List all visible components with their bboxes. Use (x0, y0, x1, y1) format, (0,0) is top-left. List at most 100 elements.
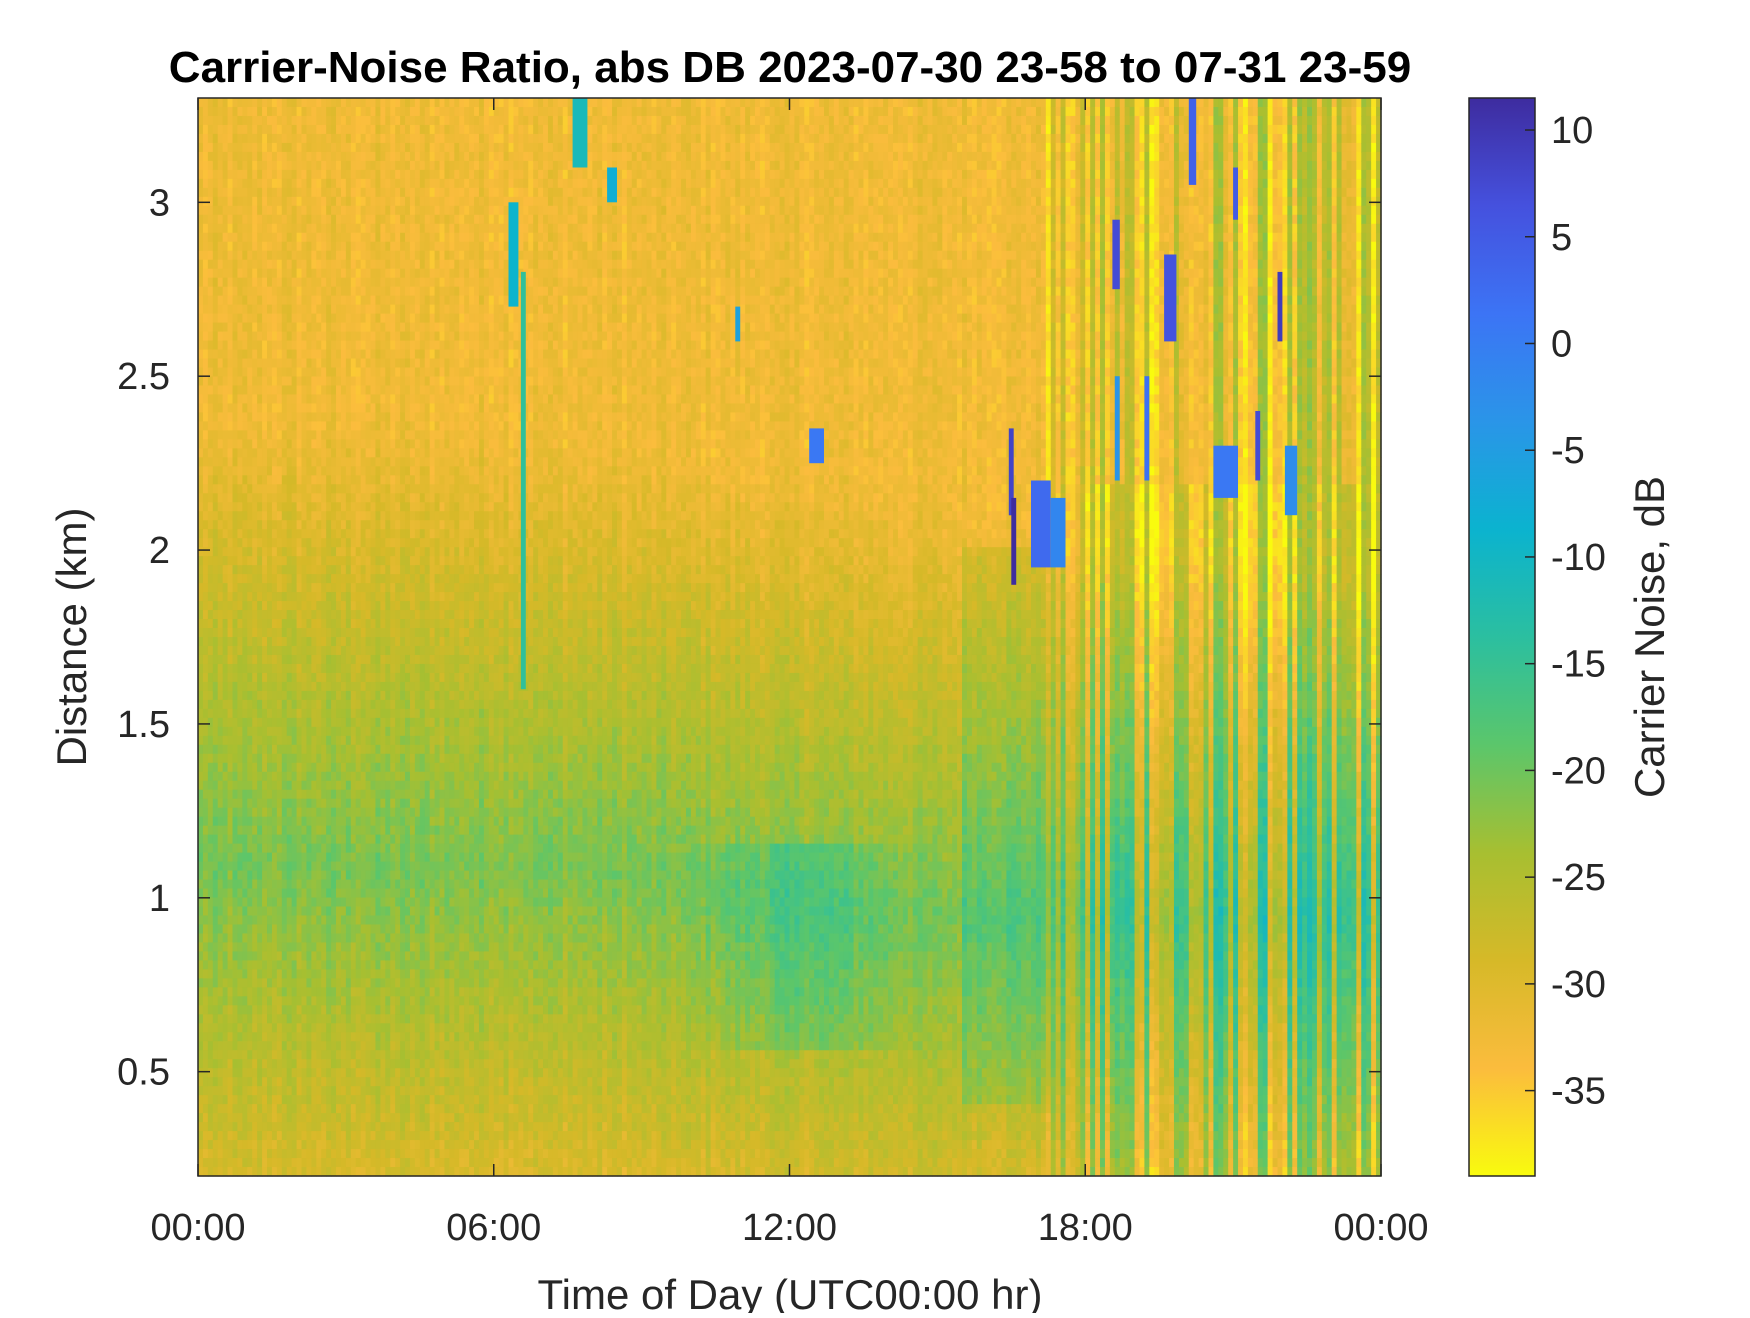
heatmap-cell (198, 762, 204, 773)
heatmap-cell (321, 331, 327, 342)
heatmap-cell (281, 681, 288, 692)
heatmap-cell (252, 259, 258, 270)
heatmap-cell (316, 834, 322, 845)
heatmap-cell (202, 924, 209, 935)
heatmap-cell (395, 313, 401, 324)
heatmap-cell (336, 493, 342, 503)
heatmap-cell (380, 619, 386, 629)
heatmap-cell (311, 403, 317, 414)
heatmap-cell (365, 331, 372, 342)
heatmap-cell (276, 735, 283, 746)
heatmap-cell (345, 277, 352, 288)
heatmap-cell (306, 996, 312, 1006)
heatmap-cell (345, 160, 352, 171)
heatmap-cell (331, 583, 337, 593)
heatmap-cell (252, 565, 258, 575)
heatmap-cell (281, 753, 288, 764)
heatmap-cell (316, 205, 322, 216)
heatmap-cell (296, 286, 303, 297)
heatmap-cell (340, 448, 347, 458)
heatmap-cell (360, 996, 367, 1006)
heatmap-cell (345, 151, 352, 162)
heatmap-cell (400, 708, 406, 719)
heatmap-cell (291, 1059, 298, 1069)
heatmap-cell (385, 214, 391, 225)
heatmap-cell (291, 574, 298, 584)
heatmap-cell (262, 277, 268, 288)
heatmap-cell (232, 286, 239, 297)
heatmap-cell (380, 520, 386, 530)
heatmap-cell (360, 906, 367, 917)
heatmap-cell (291, 511, 298, 521)
heatmap-cell (217, 592, 224, 602)
heatmap-cell (276, 565, 283, 575)
heatmap-cell (331, 331, 337, 342)
heatmap-cell (400, 178, 406, 189)
heatmap-cell (281, 259, 288, 270)
heatmap-cell (267, 978, 273, 988)
heatmap-cell (267, 735, 273, 746)
heatmap-cell (395, 610, 401, 620)
heatmap-cell (395, 951, 401, 961)
heatmap-cell (296, 376, 303, 387)
heatmap-cell (345, 196, 352, 207)
heatmap-cell (380, 762, 386, 773)
heatmap-cell (400, 645, 406, 656)
heatmap-cell (262, 475, 268, 485)
heatmap-cell (291, 1104, 298, 1114)
heatmap-cell (267, 1140, 273, 1150)
heatmap-cell (202, 1158, 209, 1168)
heatmap-cell (212, 834, 219, 845)
heatmap-cell (350, 187, 357, 198)
heatmap-cell (380, 151, 386, 162)
heatmap-cell (321, 996, 327, 1006)
heatmap-cell (400, 421, 406, 431)
heatmap-cell (237, 349, 243, 360)
heatmap-cell (286, 205, 293, 216)
heatmap-cell (365, 412, 372, 422)
heatmap-cell (281, 385, 288, 396)
heatmap-cell (385, 1050, 391, 1060)
heatmap-cell (345, 933, 352, 944)
heatmap-cell (400, 232, 406, 243)
heatmap-cell (390, 798, 396, 809)
heatmap-cell (207, 484, 214, 494)
heatmap-cell (281, 331, 288, 342)
heatmap-cell (326, 178, 332, 189)
heatmap-cell (350, 98, 357, 108)
heatmap-cell (252, 556, 258, 566)
heatmap-cell (296, 1140, 303, 1150)
heatmap-cell (257, 897, 263, 908)
heatmap-cell (336, 951, 342, 961)
heatmap-cell (291, 825, 298, 836)
heatmap-cell (257, 978, 263, 988)
heatmap-cell (336, 295, 342, 306)
heatmap-cell (370, 897, 377, 908)
heatmap-cell (400, 160, 406, 171)
heatmap-cell (296, 547, 303, 557)
heatmap-cell (345, 762, 352, 773)
heatmap-cell (271, 448, 278, 458)
heatmap-cell (212, 1059, 219, 1069)
heatmap-cell (281, 601, 288, 611)
heatmap-cell (321, 807, 327, 818)
heatmap-cell (281, 987, 288, 997)
heatmap-cell (207, 475, 214, 485)
heatmap-cell (276, 178, 283, 189)
heatmap-cell (212, 268, 219, 279)
heatmap-cell (340, 538, 347, 548)
heatmap-cell (385, 421, 391, 431)
heatmap-cell (365, 861, 372, 872)
heatmap-cell (385, 1095, 391, 1105)
heatmap-cell (326, 286, 332, 297)
heatmap-cell (271, 358, 278, 369)
heatmap-cell (212, 1086, 219, 1096)
heatmap-cell (311, 583, 317, 593)
heatmap-cell (311, 466, 317, 476)
heatmap-cell (326, 574, 332, 584)
heatmap-cell (395, 708, 401, 719)
heatmap-cell (390, 1122, 396, 1132)
heatmap-cell (345, 286, 352, 297)
heatmap-cell (345, 565, 352, 575)
heatmap-cell (232, 394, 239, 405)
